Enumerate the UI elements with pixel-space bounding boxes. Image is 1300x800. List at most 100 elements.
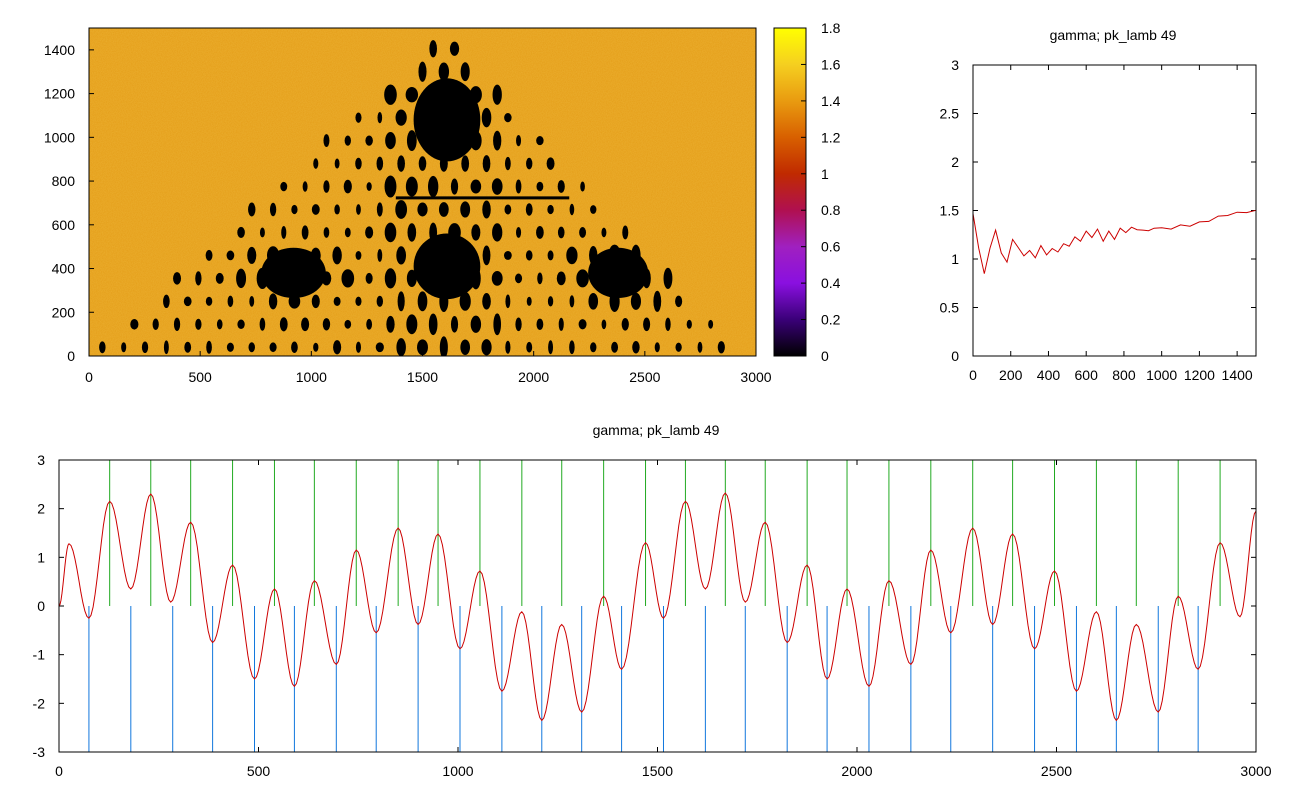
zero-region-blob [429,131,438,150]
zero-region-blob [237,319,245,330]
heatmap-x-tick-label: 2500 [629,369,660,385]
zero-region-blob [569,340,575,355]
zero-region-blob [396,338,406,356]
zero-region-blob [365,226,374,239]
heatmap-x-tick-label: 500 [188,369,212,385]
small-x-tick-label: 1000 [1146,367,1177,383]
zero-region-blob [653,290,662,312]
zero-region-blob [301,225,309,240]
heatmap-panel: 0 500 1000 1500 2000 2500 3000 020040060080010… [44,20,841,385]
zero-region-blob [449,41,460,56]
zero-region-blob [321,271,332,286]
zero-region-blob [471,224,481,241]
zero-region-blob [417,339,428,356]
small-gamma-line [972,209,1257,274]
zero-region-blob [589,245,598,265]
colorbar-tick-label: 1.8 [821,20,841,36]
small-x-tick-label: 0 [969,367,977,383]
zero-region-blob [525,250,533,261]
zero-region-blob [450,316,459,333]
peak-markers [109,460,1221,606]
zero-region-blob [708,319,714,329]
small-chart-title: gamma; pk_lamb 49 [1050,27,1177,43]
zero-region-blob [384,268,397,289]
zero-region-blob [590,342,597,353]
heatmap-y-tick-label: 1400 [44,42,75,58]
large-x-tick-label: 500 [247,763,271,779]
zero-region-blob [493,130,502,151]
zero-region-blob [429,222,438,243]
zero-region-blob [417,202,428,217]
zero-region-blob [384,175,397,198]
zero-region-blob [299,268,311,289]
zero-region-blob [547,296,554,307]
zero-region-blob [450,178,459,195]
large-y-tick-label: 3 [37,452,45,468]
heatmap-x-ticks: 0 500 1000 1500 2000 2500 3000 [85,351,772,385]
zero-region-blob [333,340,342,355]
zero-region-blob [717,341,725,354]
zero-region-blob [526,157,533,170]
large-y-tick-label: 0 [37,598,45,614]
zero-region-blob [514,273,523,284]
zero-region-blob [547,204,554,215]
zero-region-blob [503,250,512,260]
zero-region-blob [333,296,341,306]
zero-region-blob [536,136,544,146]
zero-region-blob [248,342,255,353]
zero-region-blob [491,178,503,195]
heatmap-y-tick-label: 1200 [44,86,75,102]
zero-region-blob [355,296,362,307]
zero-region-blob [491,270,503,286]
zero-region-blob [341,269,355,288]
zero-region-blob [556,271,566,286]
zero-region-blob [310,247,321,264]
zero-region-blob [344,227,351,238]
heatmap-y-tick-label: 200 [52,304,76,320]
zero-region-blob [449,132,460,149]
large-x-tick-label: 1500 [642,763,673,779]
zero-region-blob [675,342,682,352]
zero-region-blob [377,112,383,124]
zero-region-blob [256,267,269,290]
colorbar-tick-label: 1 [821,166,829,182]
zero-region-blob [237,226,245,238]
zero-region-blob [569,295,575,308]
zero-region-blob [460,339,471,355]
zero-region-blob [505,340,511,354]
zero-region-blob [557,180,565,193]
zero-region-blob [665,317,671,331]
zero-region-blob [459,291,471,311]
zero-region-blob [183,296,192,307]
zero-region-blob [259,227,265,238]
large-y-tick-label: 2 [37,501,45,517]
small-x-tick-label: 400 [1037,367,1061,383]
zero-region-blob [395,200,408,219]
zero-region-blob [406,269,417,288]
large-x-tick-label: 2500 [1041,763,1072,779]
zero-region-blob [578,319,587,330]
large-x-tick-label: 1000 [442,763,473,779]
zero-region-blob [448,223,461,242]
zero-region-blob [278,267,289,290]
zero-region-blob [152,318,159,331]
zero-region-blob [427,268,440,289]
heatmap-x-tick-label: 0 [85,369,93,385]
zero-region-blob [547,250,554,261]
zero-region-blob [226,250,235,261]
zero-region-blob [375,342,384,353]
colorbar-tick-label: 0.6 [821,239,841,255]
zero-region-blob [323,180,330,193]
zero-region-blob [579,227,587,238]
zero-region-blob [355,112,362,123]
zero-region-blob [356,204,361,215]
zero-region-blob [418,156,427,171]
zero-region-blob [448,84,461,105]
zero-region-blob [515,179,522,194]
zero-region-blob [438,202,449,217]
zero-region-blob [386,315,395,333]
zero-region-blob [516,134,522,147]
zero-region-blob [505,294,511,309]
zero-region-blob [290,247,299,263]
